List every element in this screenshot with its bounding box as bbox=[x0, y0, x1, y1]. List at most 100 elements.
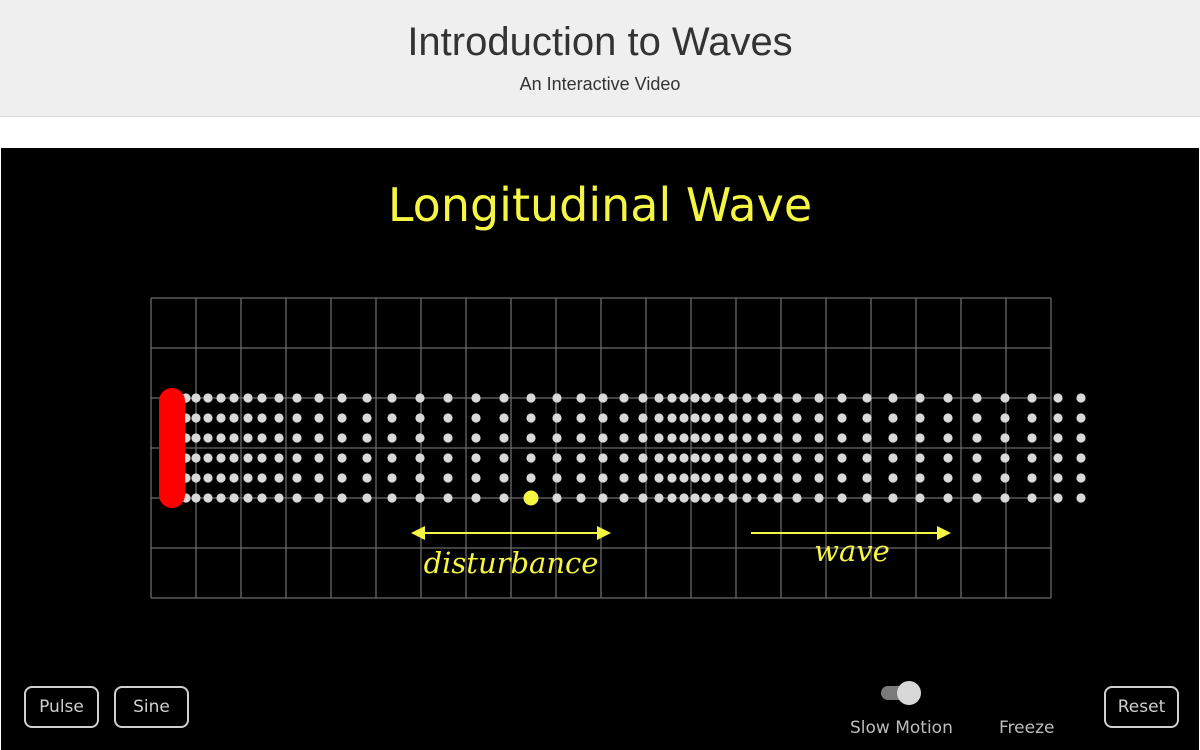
particle bbox=[415, 453, 425, 463]
page-title: Introduction to Waves bbox=[407, 20, 793, 64]
particle bbox=[638, 413, 648, 423]
particle bbox=[690, 453, 700, 463]
particle bbox=[292, 413, 302, 423]
particle bbox=[679, 413, 689, 423]
particle bbox=[1027, 393, 1037, 403]
particle bbox=[701, 433, 711, 443]
particle bbox=[862, 493, 872, 503]
simulation-stage: Longitudinal Wave disturbance wave Pulse… bbox=[1, 148, 1199, 750]
particle bbox=[792, 433, 802, 443]
particle bbox=[1053, 493, 1063, 503]
particle bbox=[314, 393, 324, 403]
particle bbox=[701, 453, 711, 463]
driver-piston[interactable] bbox=[159, 388, 185, 508]
particle bbox=[792, 413, 802, 423]
particle bbox=[814, 413, 824, 423]
slow-motion-toggle[interactable] bbox=[879, 681, 923, 705]
particle bbox=[757, 473, 767, 483]
particle bbox=[1027, 413, 1037, 423]
particle bbox=[837, 393, 847, 403]
particle bbox=[274, 413, 284, 423]
particle bbox=[243, 473, 253, 483]
particle bbox=[387, 453, 397, 463]
toggle-knob bbox=[897, 681, 921, 705]
particle bbox=[471, 493, 481, 503]
particle bbox=[888, 473, 898, 483]
particle bbox=[862, 393, 872, 403]
particle bbox=[1076, 393, 1086, 403]
particle bbox=[598, 413, 608, 423]
particle bbox=[1027, 433, 1037, 443]
pulse-button[interactable]: Pulse bbox=[24, 686, 99, 728]
reset-button[interactable]: Reset bbox=[1104, 686, 1179, 728]
particle bbox=[701, 413, 711, 423]
particle bbox=[728, 433, 738, 443]
particle bbox=[552, 493, 562, 503]
particle bbox=[1053, 453, 1063, 463]
particle bbox=[943, 473, 953, 483]
particle bbox=[972, 413, 982, 423]
particle bbox=[337, 413, 347, 423]
particle bbox=[667, 493, 677, 503]
particle bbox=[443, 453, 453, 463]
particle bbox=[667, 413, 677, 423]
particle bbox=[576, 393, 586, 403]
particle bbox=[654, 433, 664, 443]
particle bbox=[229, 433, 239, 443]
particle bbox=[243, 453, 253, 463]
slow-motion-label: Slow Motion bbox=[850, 718, 953, 738]
particle bbox=[915, 473, 925, 483]
particle bbox=[552, 453, 562, 463]
particle bbox=[742, 433, 752, 443]
particle bbox=[837, 473, 847, 483]
particle bbox=[552, 393, 562, 403]
particle bbox=[229, 493, 239, 503]
particle bbox=[619, 433, 629, 443]
particle bbox=[216, 473, 226, 483]
particle bbox=[943, 433, 953, 443]
particle bbox=[638, 453, 648, 463]
particle bbox=[191, 453, 201, 463]
particle bbox=[243, 413, 253, 423]
particle bbox=[292, 393, 302, 403]
particle bbox=[257, 473, 267, 483]
particle bbox=[742, 393, 752, 403]
particle bbox=[499, 393, 509, 403]
particle bbox=[701, 473, 711, 483]
particle bbox=[337, 393, 347, 403]
wave-label: wave bbox=[814, 534, 890, 568]
particle bbox=[667, 473, 677, 483]
particle bbox=[837, 493, 847, 503]
particle bbox=[337, 473, 347, 483]
particle bbox=[526, 473, 536, 483]
particle bbox=[362, 393, 372, 403]
particle bbox=[598, 493, 608, 503]
particle bbox=[229, 413, 239, 423]
particle bbox=[792, 473, 802, 483]
particle bbox=[203, 413, 213, 423]
particle bbox=[638, 493, 648, 503]
particle bbox=[598, 473, 608, 483]
particle bbox=[471, 413, 481, 423]
particle bbox=[757, 453, 767, 463]
freeze-toggle[interactable]: Freeze bbox=[999, 718, 1055, 738]
particle bbox=[274, 433, 284, 443]
particle bbox=[972, 393, 982, 403]
particle bbox=[619, 413, 629, 423]
particle bbox=[471, 433, 481, 443]
particle bbox=[888, 493, 898, 503]
particle bbox=[792, 393, 802, 403]
particle bbox=[415, 393, 425, 403]
wave-arrow bbox=[751, 526, 951, 540]
particle bbox=[757, 493, 767, 503]
particle bbox=[714, 493, 724, 503]
sine-button[interactable]: Sine bbox=[114, 686, 189, 728]
particle bbox=[314, 473, 324, 483]
particle bbox=[714, 453, 724, 463]
particle bbox=[499, 453, 509, 463]
wave-simulation: disturbance wave bbox=[150, 297, 1086, 599]
particle bbox=[714, 413, 724, 423]
particle bbox=[337, 453, 347, 463]
particle bbox=[972, 473, 982, 483]
particle bbox=[257, 453, 267, 463]
